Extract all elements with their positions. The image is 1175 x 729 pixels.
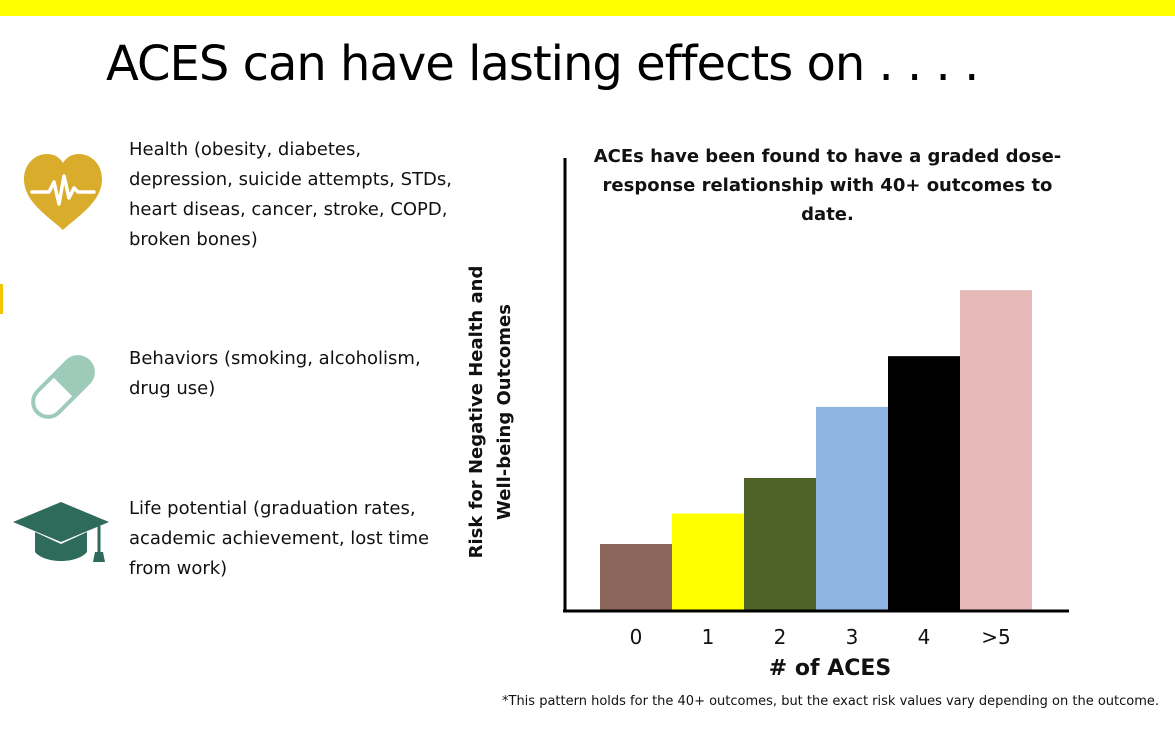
top-accent-bar — [0, 0, 1175, 16]
bar-5 — [960, 290, 1032, 610]
bar-1 — [672, 513, 744, 610]
effect-behaviors-text: Behaviors (smoking, alcoholism, drug use… — [129, 348, 421, 399]
x-tick-label-3: 3 — [846, 625, 859, 649]
left-accent-mark — [0, 284, 3, 314]
x-tick-label-2: 2 — [774, 625, 787, 649]
bars-layer — [600, 290, 1032, 610]
x-tick-label-0: 0 — [630, 625, 643, 649]
x-tick-label-1: 1 — [702, 625, 715, 649]
pill-capsule-icon — [31, 355, 95, 419]
bar-0 — [600, 544, 672, 610]
x-axis-label: # of ACES — [768, 656, 892, 681]
x-tick-label-5: >5 — [981, 625, 1010, 649]
tick-labels-layer: 0 1 2 3 4 >5 — [630, 625, 1011, 649]
heart-pulse-icon — [24, 154, 102, 230]
effect-life-potential-text: Life potential (graduation rates, academ… — [129, 498, 430, 579]
chart-title: ACEs have been found to have a graded do… — [593, 146, 1062, 225]
bar-3 — [816, 406, 888, 610]
y-axis-label-container: Risk for Negative Health and Well-being … — [461, 266, 521, 559]
effect-health-text: Health (obesity, diabetes, depression, s… — [129, 139, 452, 250]
x-tick-label-4: 4 — [918, 625, 931, 649]
bar-4 — [888, 356, 960, 610]
graduation-cap-icon — [13, 502, 109, 562]
footnote: *This pattern holds for the 40+ outcomes… — [502, 694, 1160, 709]
bar-2 — [744, 478, 816, 610]
slide-title: ACES can have lasting effects on . . . . — [106, 36, 979, 92]
y-axis-label: Risk for Negative Health and Well-being … — [466, 265, 515, 559]
